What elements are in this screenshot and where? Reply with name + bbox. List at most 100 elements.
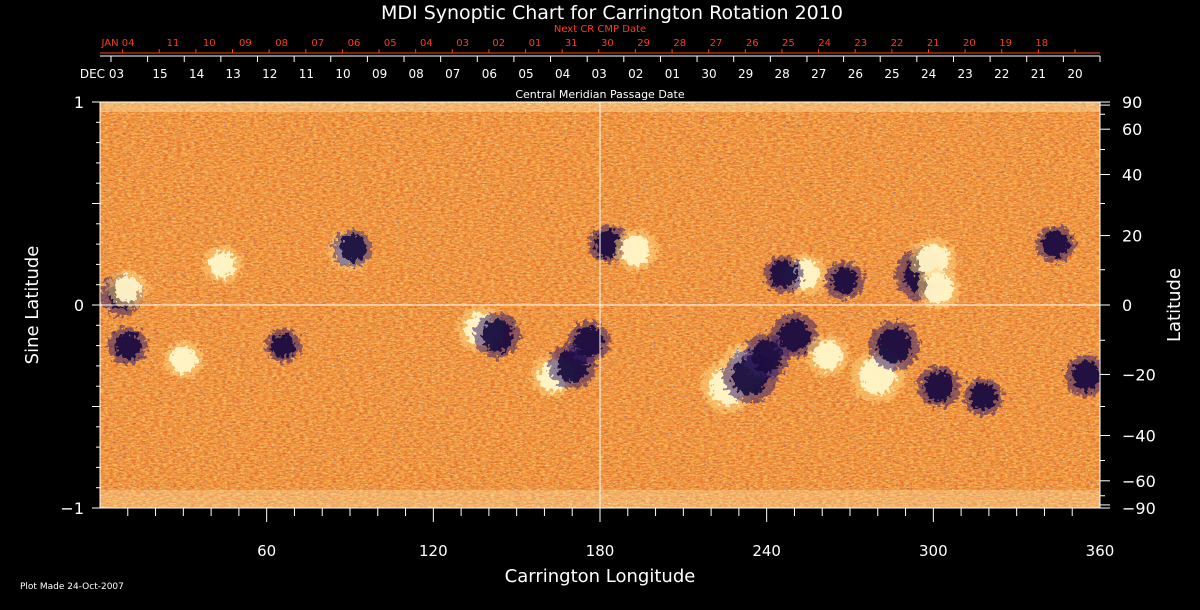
cmp-date-label: 21: [1031, 67, 1046, 81]
y-axis-label-right: Latitude: [1164, 268, 1185, 342]
lat-tick-label: −60: [1122, 472, 1156, 491]
next-date-label: 29: [637, 38, 650, 49]
cmp-date-label: 14: [189, 67, 204, 81]
cmp-date-label: 06: [482, 67, 497, 81]
next-cmp-axis: JAN 04 11 10 09 08 07 06 05 04 03 02 01 31 30 29 28 27 26…: [100, 38, 1100, 54]
cmp-date-label: 24: [921, 67, 936, 81]
next-date-label: 24: [818, 38, 831, 49]
negative-flux-region: [778, 319, 811, 352]
next-date-label: 31: [565, 38, 578, 49]
next-date-label: 07: [311, 38, 324, 49]
lat-tick-label: 90: [1122, 93, 1142, 112]
cmp-date-label: 11: [299, 67, 314, 81]
lat-tick-label: 40: [1122, 166, 1142, 185]
next-date-label: 23: [854, 38, 867, 49]
y-tick-label: 0: [74, 296, 84, 315]
cmp-date-axis: DEC 03 15 14 13 12 11 10 09 08 07 06 05 04 03 02 01 30 29…: [80, 55, 1101, 81]
cmp-date-label: 27: [811, 67, 826, 81]
next-date-label: 02: [492, 38, 505, 49]
cmp-date-label: 05: [518, 67, 533, 81]
cmp-date-label: 08: [409, 67, 424, 81]
next-date-label: 27: [710, 38, 723, 49]
next-date-label: 04: [420, 38, 433, 49]
cmp-date-start: DEC 03: [80, 67, 124, 81]
cmp-date-label: 04: [555, 67, 570, 81]
negative-flux-region: [970, 382, 997, 410]
x-tick-label: 180: [586, 542, 615, 560]
cmp-date-label: 23: [958, 67, 973, 81]
cmp-date-label: 07: [445, 67, 460, 81]
next-cmp-axis-label: Next CR CMP Date: [554, 24, 646, 35]
next-date-label: 10: [203, 38, 216, 49]
x-axis-label: Carrington Longitude: [505, 566, 696, 587]
footer-note: Plot Made 24-Oct-2007: [20, 582, 124, 592]
next-date-label: 11: [167, 38, 180, 49]
x-tick-label: 240: [752, 542, 781, 560]
next-date-label: 03: [456, 38, 469, 49]
next-date-label: 28: [673, 38, 686, 49]
lat-tick-label: 20: [1122, 227, 1142, 246]
x-tick-label: 300: [919, 542, 948, 560]
longitude-axis: 60 120 180 240 300 360: [127, 508, 1115, 560]
cmp-date-label: 15: [152, 67, 167, 81]
cmp-date-label: 20: [1067, 67, 1082, 81]
next-date-start: JAN 04: [101, 38, 135, 49]
next-date-label: 18: [1035, 38, 1048, 49]
positive-flux-region: [924, 273, 954, 304]
negative-flux-region: [770, 261, 797, 288]
negative-flux-region: [481, 319, 513, 352]
next-date-label: 08: [275, 38, 288, 49]
cmp-date-label: 30: [701, 67, 716, 81]
next-date-label: 26: [746, 38, 759, 49]
cmp-date-label: 12: [262, 67, 277, 81]
negative-flux-region: [339, 234, 366, 262]
next-date-label: 30: [601, 38, 614, 49]
lat-tick-label: −40: [1122, 426, 1156, 445]
next-date-label: 19: [999, 38, 1012, 49]
cmp-date-label: 03: [592, 67, 607, 81]
cmp-date-label: 25: [884, 67, 899, 81]
y-axis-label-left: Sine Latitude: [22, 246, 43, 365]
lat-tick-label: 60: [1122, 120, 1142, 139]
next-date-label: 25: [782, 38, 795, 49]
negative-flux-region: [1042, 230, 1069, 258]
cmp-date-label: 01: [665, 67, 680, 81]
next-date-label: 21: [927, 38, 940, 49]
active-regions: [100, 225, 1100, 416]
x-tick-label: 360: [1086, 542, 1115, 560]
cmp-date-label: 02: [628, 67, 643, 81]
negative-flux-region: [877, 328, 912, 364]
lat-tick-label: 0: [1122, 296, 1132, 315]
cmp-date-label: 09: [372, 67, 387, 81]
lat-tick-label: −20: [1122, 365, 1156, 384]
cmp-axis-label: Central Meridian Passage Date: [515, 88, 684, 101]
next-date-label: 20: [963, 38, 976, 49]
cmp-date-label: 28: [775, 67, 790, 81]
cmp-date-label: 13: [226, 67, 241, 81]
negative-flux-region: [831, 267, 858, 295]
y-tick-label: 1: [74, 93, 84, 112]
cmp-date-label: 29: [738, 67, 753, 81]
cmp-date-label: 26: [848, 67, 863, 81]
next-date-label: 22: [891, 38, 904, 49]
chart-title: MDI Synoptic Chart for Carrington Rotati…: [381, 2, 843, 24]
negative-flux-region: [1071, 361, 1100, 391]
x-tick-label: 60: [257, 542, 276, 560]
next-date-label: 01: [529, 38, 542, 49]
sine-latitude-axis: 1 0 −1: [60, 93, 100, 518]
next-date-label: 09: [239, 38, 252, 49]
cmp-date-label: 22: [994, 67, 1009, 81]
latitude-axis: 90 60 40 20 0 −20 −40 −60 −90: [1100, 93, 1156, 518]
positive-flux-region: [621, 235, 651, 265]
next-date-label: 05: [384, 38, 397, 49]
y-tick-label: −1: [60, 499, 84, 518]
negative-flux-region: [574, 326, 604, 357]
positive-flux-region: [813, 340, 843, 371]
negative-flux-region: [924, 371, 954, 402]
positive-flux-region: [114, 275, 141, 303]
cmp-date-label: 10: [335, 67, 350, 81]
x-tick-label: 120: [419, 542, 448, 560]
negative-flux-region: [751, 339, 783, 372]
negative-flux-region: [271, 333, 296, 358]
